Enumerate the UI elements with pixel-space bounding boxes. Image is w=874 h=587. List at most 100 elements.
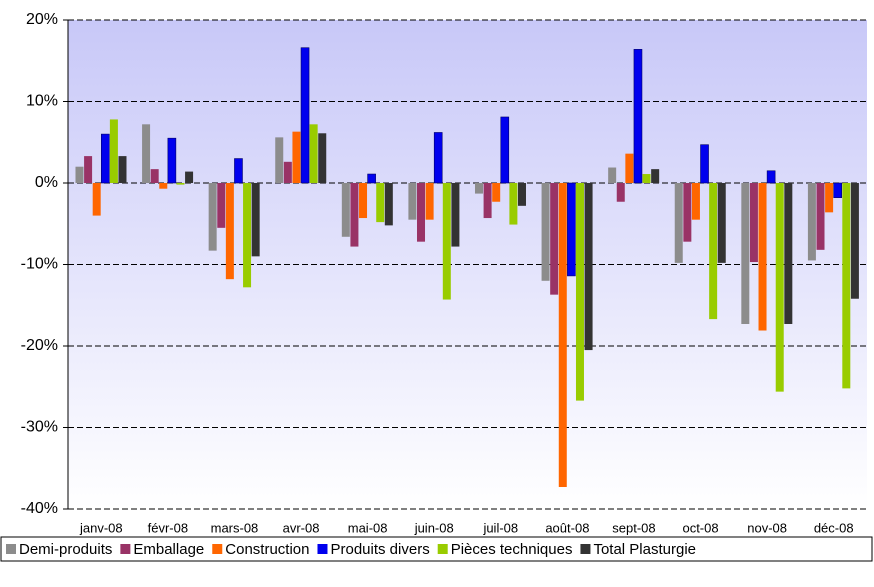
x-tick-label: juin-08: [414, 520, 454, 535]
bar: [833, 182, 843, 198]
bar: [350, 183, 359, 247]
bar: [142, 124, 151, 183]
y-tick-label: -10%: [21, 256, 58, 273]
x-tick-label: oct-08: [682, 520, 718, 535]
legend-swatch: [6, 544, 16, 554]
bar: [683, 183, 692, 242]
y-tick-label: -40%: [21, 500, 58, 517]
bar: [741, 183, 750, 324]
bar: [492, 183, 501, 202]
bar: [84, 156, 93, 183]
bar: [243, 183, 252, 288]
x-tick-label: avr-08: [283, 520, 320, 535]
legend-label: Construction: [225, 541, 309, 558]
bar: [292, 131, 301, 183]
bar: [625, 153, 634, 183]
legend-swatch: [120, 544, 131, 554]
x-tick-label: déc-08: [814, 520, 854, 535]
bar: [185, 171, 194, 183]
x-tick-label: janv-08: [79, 520, 123, 535]
bar: [500, 116, 510, 184]
bar: [474, 183, 483, 194]
legend-label: Emballage: [133, 541, 204, 558]
bar: [359, 183, 368, 219]
bar: [100, 133, 110, 184]
bar: [766, 170, 776, 184]
bar: [225, 183, 234, 280]
bar: [300, 47, 310, 184]
bar: [567, 182, 576, 277]
bar: [234, 158, 243, 184]
bar: [367, 173, 376, 184]
bar: [691, 183, 700, 220]
bar: [451, 183, 460, 247]
bar: [717, 183, 726, 263]
bar: [651, 169, 660, 183]
bar: [318, 133, 327, 183]
y-tick-label: -20%: [21, 337, 58, 354]
bar: [584, 183, 593, 351]
bar: [167, 137, 177, 184]
legend-label: Pièces techniques: [451, 541, 573, 558]
bar: [842, 183, 851, 389]
bar: [784, 183, 793, 324]
bar: [384, 183, 393, 226]
x-tick-label: nov-08: [747, 520, 787, 535]
x-tick-label: juil-08: [482, 520, 518, 535]
legend-label: Produits divers: [330, 541, 429, 558]
bar: [208, 183, 217, 251]
bar: [807, 183, 816, 261]
bar: [550, 183, 559, 295]
bar: [749, 183, 758, 263]
bar: [775, 183, 784, 392]
bar: [616, 183, 625, 202]
bar: [700, 144, 709, 184]
bar: [251, 183, 260, 257]
bar: [425, 183, 434, 220]
bar: [433, 132, 443, 184]
bar: [850, 183, 859, 299]
y-tick-label: 10%: [26, 93, 58, 110]
bar: [709, 183, 718, 320]
bar: [509, 183, 518, 225]
bar: [758, 183, 767, 331]
bar: [376, 183, 385, 223]
y-tick-label: 0%: [35, 174, 58, 191]
legend-swatch: [437, 544, 448, 554]
x-tick-label: août-08: [545, 520, 589, 535]
bar: [674, 183, 683, 263]
x-tick-label: févr-08: [148, 520, 188, 535]
bar: [442, 183, 451, 300]
legend-box: [0, 536, 873, 562]
bar: [825, 183, 834, 213]
x-tick-label: mars-08: [211, 520, 259, 535]
bar: [608, 167, 617, 183]
bar: [558, 183, 567, 487]
bar: [176, 183, 185, 185]
bar: [309, 124, 318, 183]
bar: [541, 183, 550, 281]
y-tick-label: -30%: [21, 419, 58, 436]
bar: [517, 183, 526, 206]
bar: [642, 174, 651, 183]
legend-swatch: [580, 544, 591, 554]
bar: [483, 183, 492, 219]
bar: [150, 169, 159, 183]
x-tick-label: mai-08: [348, 520, 388, 535]
bar: [341, 183, 350, 237]
legend-swatch: [212, 544, 223, 554]
legend-label: Total Plasturgie: [593, 541, 696, 558]
bar: [283, 161, 292, 183]
bar: [118, 156, 127, 183]
y-tick-label: 20%: [26, 11, 58, 28]
bar: [109, 119, 118, 183]
bar: [159, 183, 168, 189]
x-tick-label: sept-08: [612, 520, 655, 535]
bar: [275, 137, 284, 183]
bar: [633, 49, 643, 184]
bar: [75, 166, 84, 183]
bar: [408, 183, 417, 220]
legend-label: Demi-produits: [19, 541, 112, 558]
bar: [575, 183, 584, 401]
